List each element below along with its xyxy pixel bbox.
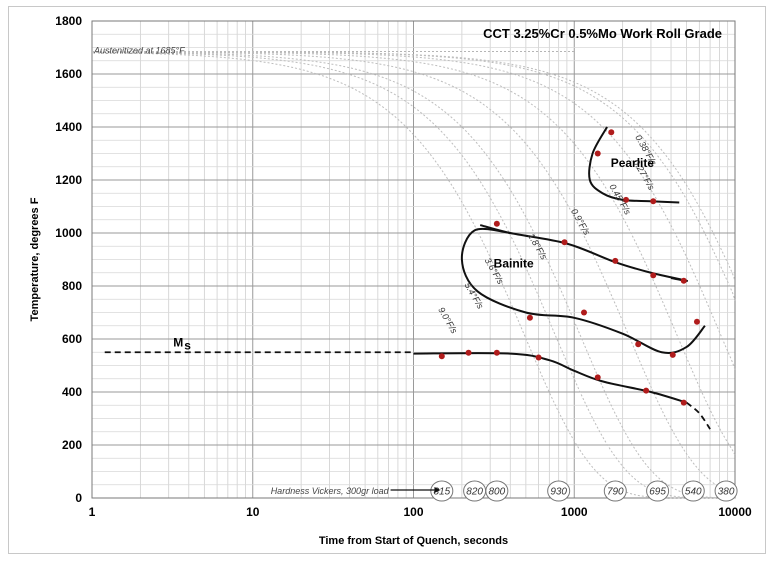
x-tick-label: 1000 — [561, 505, 588, 519]
hardness-circle — [547, 480, 571, 502]
region-label: Bainite — [494, 256, 534, 270]
y-tick-label: 600 — [62, 332, 82, 346]
grid — [91, 20, 736, 499]
region-label: Pearlite — [611, 156, 655, 170]
data-point — [680, 399, 687, 406]
y-tick-label: 1600 — [55, 67, 82, 81]
cooling-curves — [92, 51, 736, 499]
y-tick-label: 800 — [62, 279, 82, 293]
hardness-circle — [485, 480, 509, 502]
hardness-label: Hardness Vickers, 300gr load — [271, 486, 390, 496]
hardness-circle — [681, 480, 705, 502]
austenitized-note: Austenitized at 1685°F — [93, 45, 185, 55]
chart-frame — [8, 6, 766, 554]
data-point — [693, 318, 700, 325]
hardness-circle — [646, 480, 670, 502]
data-point — [493, 349, 500, 356]
data-point — [526, 314, 533, 321]
hardness-value: 800 — [489, 487, 506, 498]
x-tick-label: 1 — [89, 505, 96, 519]
data-point — [650, 272, 657, 279]
hardness-value: 815 — [433, 487, 450, 498]
hardness-circle — [714, 480, 738, 502]
transformation-line — [413, 352, 687, 404]
data-point — [594, 374, 601, 381]
plot-border — [91, 20, 736, 499]
hardness-circle — [430, 480, 454, 502]
hardness-value: 820 — [466, 487, 483, 498]
hardness-value: 930 — [550, 487, 567, 498]
data-point — [669, 351, 676, 358]
y-tick-label: 400 — [62, 385, 82, 399]
data-point — [608, 129, 615, 136]
data-point — [612, 257, 619, 264]
data-point — [680, 277, 687, 284]
cooling-curve — [92, 51, 736, 301]
x-tick-label: 10 — [246, 505, 260, 519]
data-point — [493, 220, 500, 227]
cooling-rate-label: 9.0°F/s — [436, 305, 459, 335]
y-tick-label: 1200 — [55, 173, 82, 187]
y-tick-label: 1800 — [55, 14, 82, 28]
ms-subscript: s — [184, 338, 191, 352]
data-point — [635, 341, 642, 348]
hardness-circle — [603, 480, 627, 502]
hardness-arrowhead — [434, 487, 441, 493]
hardness-value: 540 — [685, 487, 702, 498]
ms-label: M — [173, 335, 183, 349]
y-tick-label: 200 — [62, 438, 82, 452]
data-point — [643, 387, 650, 394]
hardness-value: 790 — [607, 487, 624, 498]
labels: 0 200 400 600 800 1000 1200 1400 1600 1800 1 10 100 1… — [55, 14, 752, 519]
data-point — [623, 196, 630, 203]
data-point — [650, 198, 657, 205]
martensite-finish-dashed-line — [686, 401, 711, 430]
y-tick-label: 0 — [75, 491, 82, 505]
data-points — [438, 129, 700, 406]
x-tick-label: 10000 — [718, 505, 752, 519]
cooling-curve — [92, 51, 736, 495]
hardness-value: 380 — [718, 487, 735, 498]
data-point — [594, 150, 601, 157]
data-point — [581, 309, 588, 316]
data-point — [465, 349, 472, 356]
hardness-value: 695 — [649, 487, 666, 498]
data-point — [438, 353, 445, 360]
data-point — [561, 239, 568, 246]
x-axis-title: Time from Start of Quench, seconds — [319, 535, 508, 547]
x-tick-label: 100 — [403, 505, 423, 519]
transformation-line — [460, 227, 706, 354]
transformation-lines — [104, 126, 711, 430]
y-axis-title: Temperature, degrees F — [29, 197, 41, 321]
data-point — [535, 354, 542, 361]
chart-title: CCT 3.25%Cr 0.5%Mo Work Roll Grade — [483, 26, 722, 41]
y-tick-label: 1000 — [55, 226, 82, 240]
y-tick-label: 1400 — [55, 120, 82, 134]
